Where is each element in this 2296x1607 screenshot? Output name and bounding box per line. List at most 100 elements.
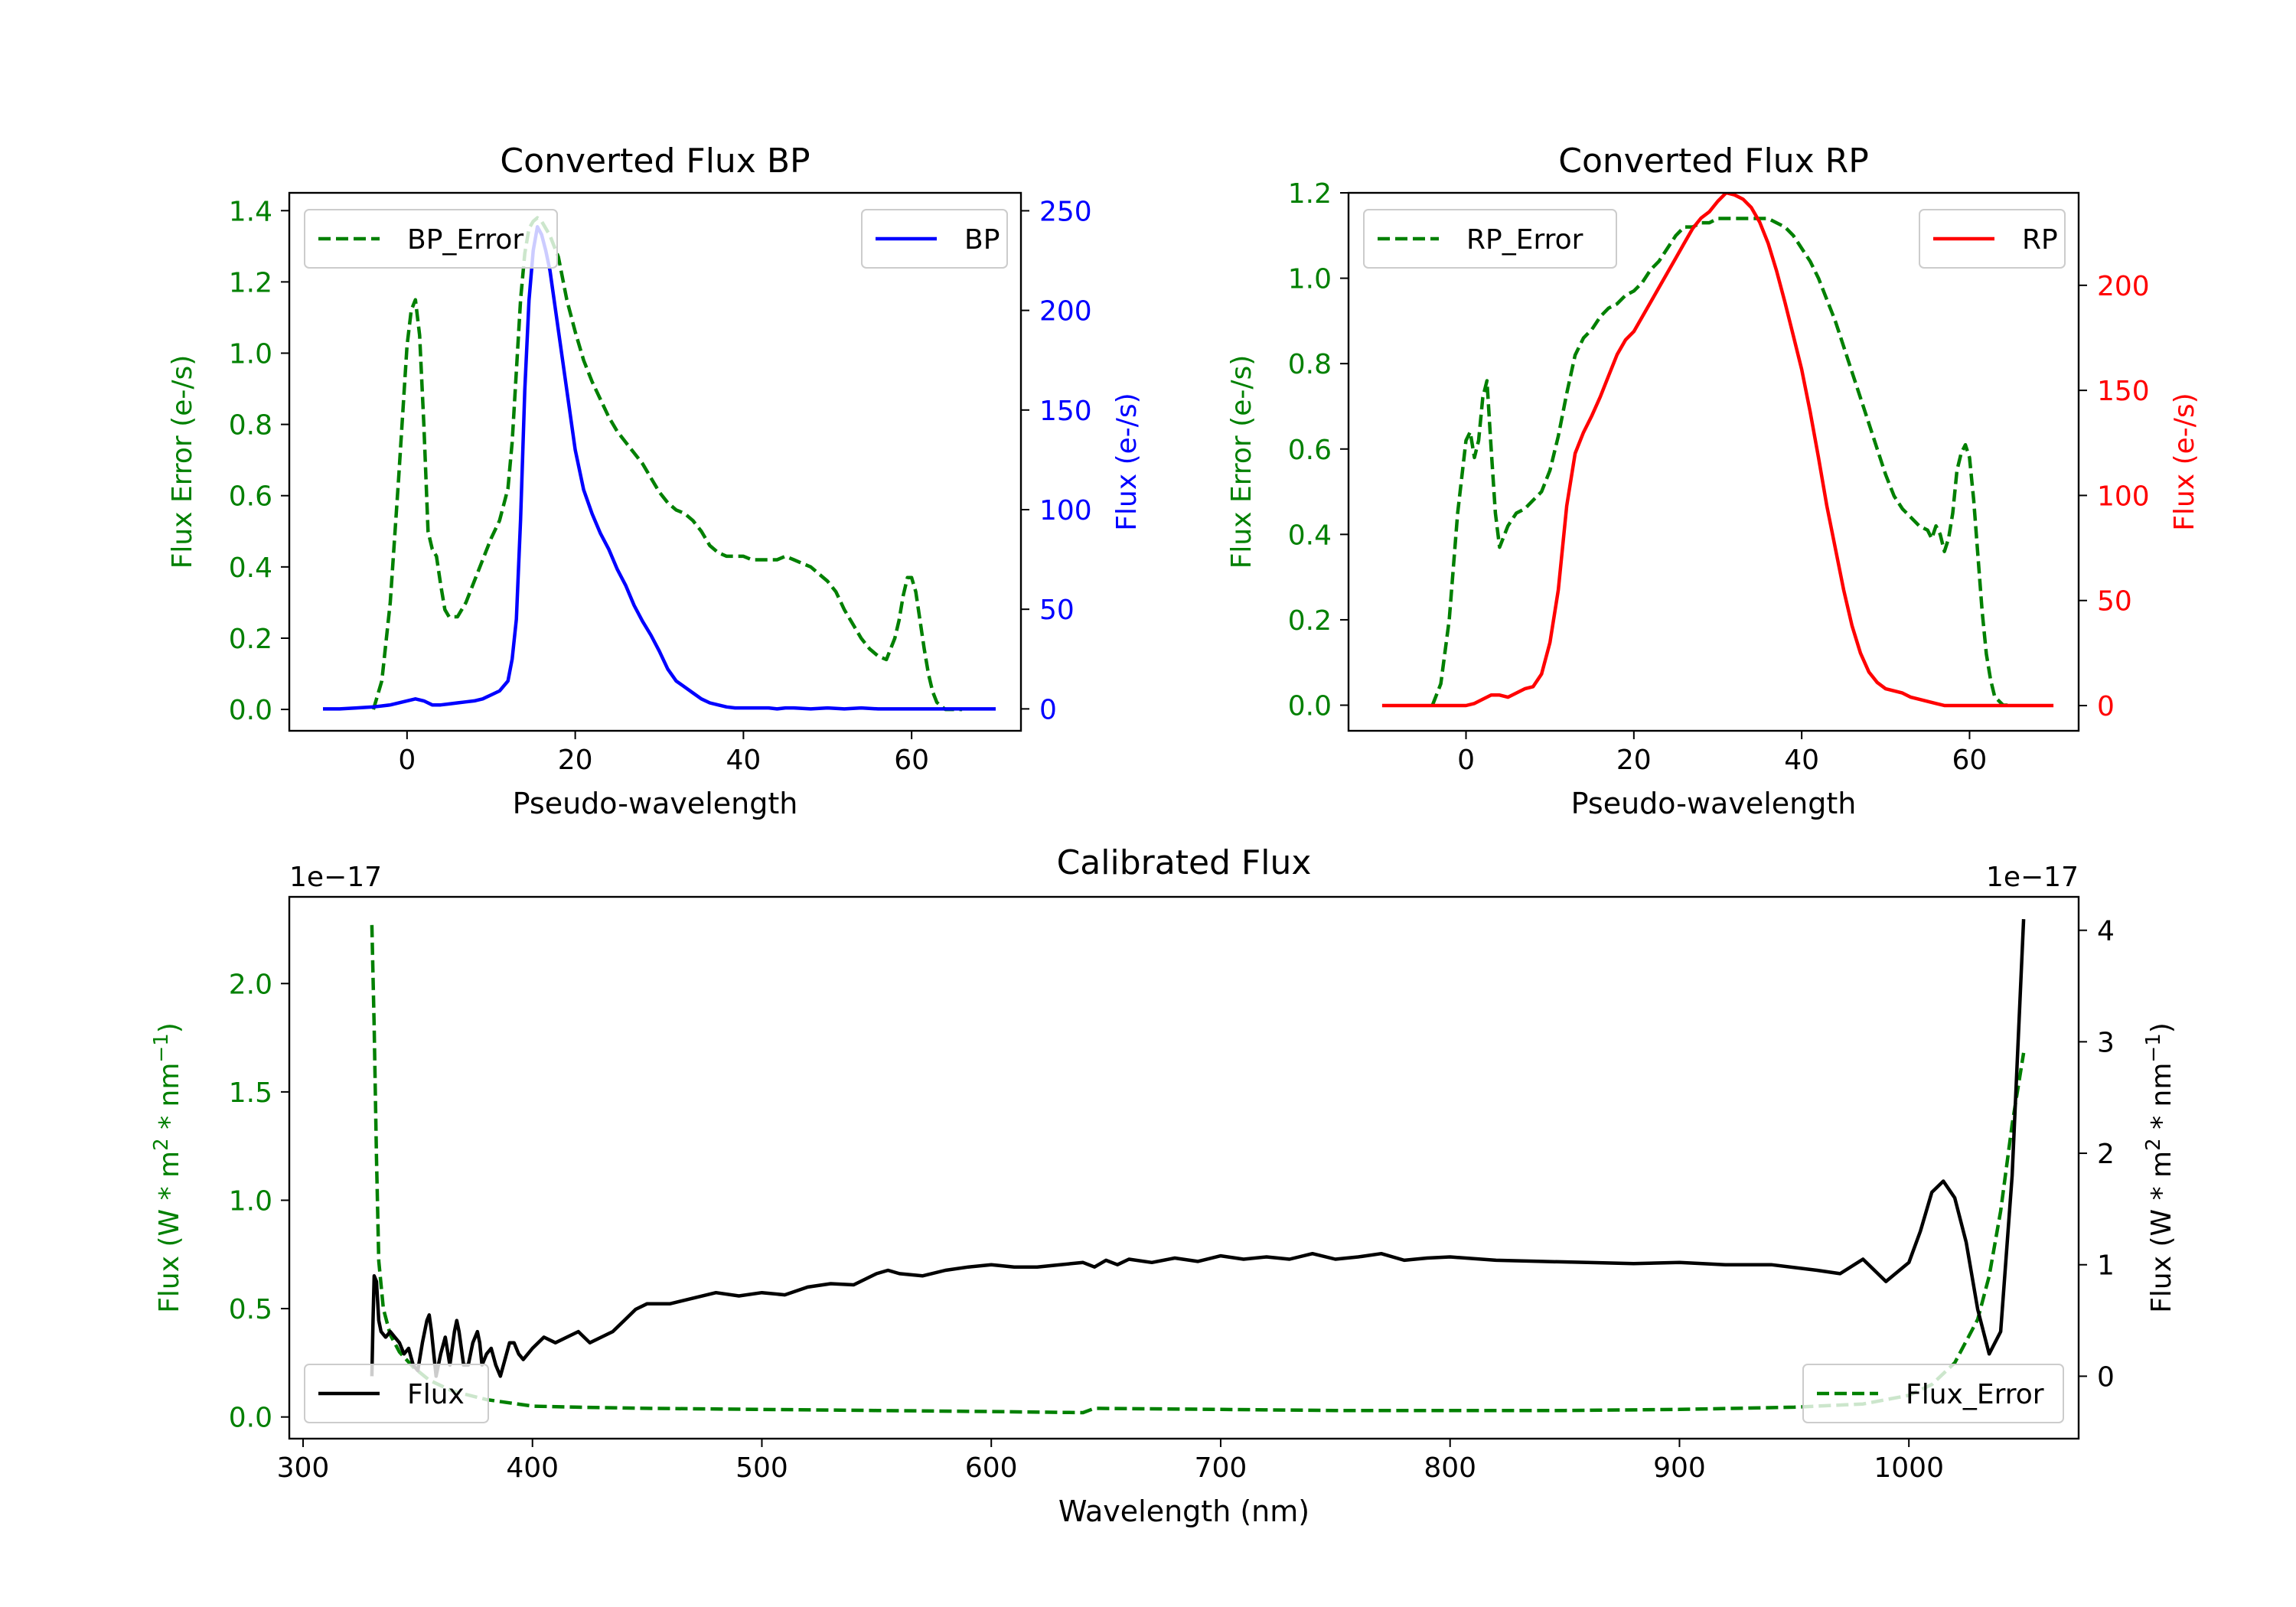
legend-box [304, 1364, 489, 1423]
y-right-tick-label: 1 [2097, 1250, 2115, 1282]
y-right-tick-label: 100 [1039, 495, 1092, 526]
legend-box [1802, 1364, 2064, 1423]
axis-label-part: −1 [2142, 1033, 2165, 1062]
y-right-tick-label: 200 [2097, 271, 2150, 302]
axis-label-part: * nm [154, 1063, 185, 1139]
y-right-offset-label: 1e−17 [1986, 862, 2079, 893]
y-right-tick-label: 50 [2097, 586, 2132, 618]
y-left-tick-label: 0.8 [1288, 349, 1332, 380]
y-left-tick-label: 0.0 [1288, 691, 1332, 722]
axis-label-part: −1 [150, 1033, 173, 1062]
series-line-bp [323, 225, 996, 711]
chart-2: 0 20 40 60 0.0 0.2 0.4 0.6 0.8 1.0 1.2 0 50 100 150 200… [1226, 142, 2200, 820]
x-axis-label: Pseudo-wavelength [1571, 787, 1857, 820]
y-left-axis-label: Flux (W * m2 * nm−1) [150, 1022, 185, 1313]
y-left-tick-label: 0.6 [1288, 435, 1332, 466]
y-left-tick-label: 1.2 [229, 267, 272, 298]
legend-flux: Flux [304, 1364, 489, 1423]
axis-label-part: 2 [2142, 1138, 2165, 1151]
y-left-axis-label: Flux Error (e-/s) [1226, 355, 1257, 569]
legend-label: BP_Error [407, 224, 523, 256]
x-tick-label: 400 [506, 1452, 559, 1484]
legend-bp-error: BP_Error [304, 209, 558, 269]
y-left-tick-label: 0.8 [229, 410, 272, 442]
x-tick-label: 900 [1653, 1452, 1706, 1484]
y-left-tick-label: 0.0 [229, 695, 272, 726]
x-tick-label: 0 [398, 745, 416, 776]
legend-bp: BP [861, 209, 1008, 269]
y-left-tick-label: 1.0 [1288, 264, 1332, 295]
y-left-tick-label: 1.0 [229, 339, 272, 370]
x-tick-label: 300 [277, 1452, 330, 1484]
axis-label-part: ) [154, 1022, 185, 1033]
y-right-tick-label: 0 [2097, 1361, 2115, 1393]
x-tick-label: 60 [894, 745, 929, 776]
y-left-tick-label: 1.4 [229, 196, 272, 227]
y-left-tick-label: 0.4 [229, 553, 272, 584]
x-tick-label: 600 [965, 1452, 1018, 1484]
axes-frame [1347, 191, 2080, 732]
axis-label-part: * nm [2146, 1063, 2177, 1139]
y-left-tick-label: 0.5 [229, 1294, 272, 1325]
x-tick-label: 40 [726, 745, 761, 776]
axes-frame [288, 895, 2080, 1440]
legend-flux-error: Flux_Error [1802, 1364, 2064, 1423]
y-right-tick-label: 3 [2097, 1027, 2115, 1058]
y-right-axis-label: Flux (e-/s) [1111, 393, 1143, 530]
y-right-tick-label: 200 [1039, 296, 1092, 328]
legend-label: Flux_Error [1906, 1379, 2044, 1410]
x-tick-label: 20 [558, 745, 593, 776]
y-left-tick-label: 0.0 [229, 1403, 272, 1434]
y-left-tick-label: 1.5 [229, 1077, 272, 1109]
y-left-tick-label: 1.2 [1288, 178, 1332, 210]
y-right-tick-label: 0 [1039, 694, 1057, 725]
chart-title: Converted Flux BP [500, 142, 810, 181]
axis-label-part: Flux (W * m [154, 1151, 185, 1313]
legend-label: RP_Error [1466, 224, 1583, 256]
y-right-axis-label: Flux (W * m2 * nm−1) [2142, 1022, 2177, 1313]
y-left-tick-label: 0.4 [1288, 520, 1332, 551]
x-tick-label: 700 [1195, 1452, 1247, 1484]
legend-rp-error: RP_Error [1363, 209, 1617, 269]
x-tick-label: 60 [1952, 745, 1988, 776]
legend-label: BP [964, 224, 1000, 256]
series-line-rp-error [1430, 217, 2012, 707]
axis-label-part: 2 [150, 1138, 173, 1151]
x-tick-label: 1000 [1874, 1452, 1944, 1484]
y-left-tick-label: 0.2 [1288, 605, 1332, 637]
y-right-tick-label: 100 [2097, 481, 2150, 512]
y-left-tick-label: 2.0 [229, 969, 272, 1000]
x-tick-label: 500 [735, 1452, 788, 1484]
x-tick-label: 20 [1616, 745, 1652, 776]
y-right-tick-label: 50 [1039, 595, 1075, 626]
y-left-tick-label: 0.2 [229, 624, 272, 655]
x-axis-label: Pseudo-wavelength [513, 787, 798, 820]
y-left-axis-label: Flux Error (e-/s) [167, 355, 198, 569]
axis-label-part: Flux (W * m [2146, 1151, 2177, 1313]
y-right-tick-label: 4 [2097, 916, 2115, 947]
y-right-tick-label: 250 [1039, 196, 1092, 227]
chart-1: 0 20 40 60 0.0 0.2 0.4 0.6 0.8 1.0 1.2 1.4 0 50 100 150… [167, 142, 1143, 820]
y-right-tick-label: 150 [1039, 396, 1092, 427]
series-line-bp-error [371, 216, 963, 712]
chart-3: 300 400 500 600 700 800 900 1000 0.0 0.5 1.0 1.5 2.0… [150, 843, 2177, 1528]
chart-title: Converted Flux RP [1558, 142, 1869, 181]
y-left-tick-label: 0.6 [229, 481, 272, 513]
chart-title: Calibrated Flux [1057, 843, 1312, 882]
legend-rp: RP [1919, 209, 2066, 269]
x-axis-label: Wavelength (nm) [1058, 1495, 1309, 1528]
y-right-tick-label: 150 [2097, 376, 2150, 407]
legend-label: Flux [407, 1379, 465, 1410]
y-left-offset-label: 1e−17 [289, 862, 382, 893]
x-tick-label: 0 [1457, 745, 1475, 776]
legend-box [304, 209, 558, 269]
y-right-tick-label: 0 [2097, 691, 2115, 722]
legend-box [1363, 209, 1617, 269]
x-tick-label: 40 [1784, 745, 1819, 776]
y-right-axis-label: Flux (e-/s) [2169, 393, 2200, 530]
y-left-tick-label: 1.0 [229, 1185, 272, 1217]
series-line-rp [1381, 193, 2054, 708]
axes-frame [288, 191, 1022, 732]
x-tick-label: 800 [1424, 1452, 1476, 1484]
